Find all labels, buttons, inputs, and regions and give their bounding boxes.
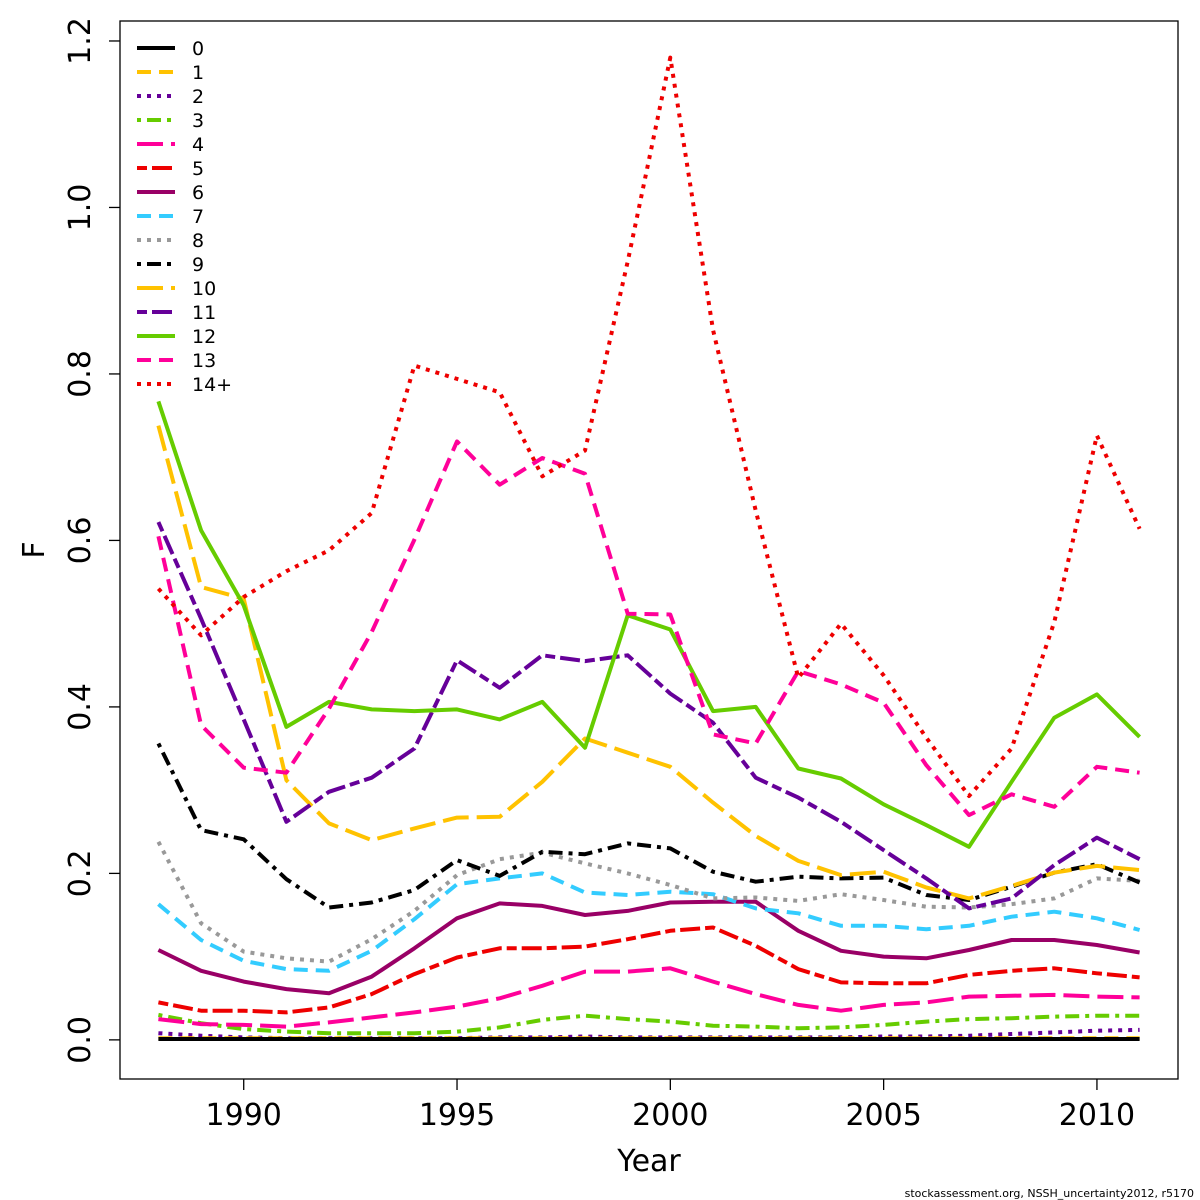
legend-label: 4 — [192, 134, 204, 156]
legend-label: 1 — [192, 62, 204, 84]
series-line-3 — [158, 1012, 1140, 1036]
y-tick-label: 0.2 — [63, 850, 98, 898]
x-tick-label: 2005 — [845, 1098, 921, 1133]
y-tick-label: 1.2 — [63, 17, 98, 65]
series-line-5 — [158, 925, 1140, 1015]
series-line-14plus — [156, 55, 1142, 798]
legend-label: 14+ — [192, 374, 232, 396]
series-line-12 — [156, 400, 1142, 849]
series-line-4 — [158, 966, 1140, 1029]
x-tick-label: 1995 — [419, 1098, 495, 1133]
legend-label: 5 — [192, 158, 204, 180]
x-tick-label: 2010 — [1059, 1098, 1135, 1133]
series-line-9 — [156, 742, 1141, 910]
series-line-7 — [157, 871, 1141, 973]
legend-label: 3 — [192, 110, 204, 132]
y-tick-label: 0.8 — [63, 350, 98, 398]
legend-label: 7 — [192, 206, 204, 228]
legend-label: 0 — [192, 38, 204, 60]
series-line-13 — [156, 439, 1140, 818]
x-tick-label: 1990 — [206, 1098, 282, 1133]
y-tick-label: 0.6 — [63, 517, 98, 565]
y-axis-title: F — [17, 541, 52, 558]
y-tick-label: 0.0 — [63, 1016, 98, 1064]
x-axis: 1990 1995 2000 2005 2010 — [206, 1079, 1135, 1133]
legend-label: 11 — [192, 302, 216, 324]
legend-label: 13 — [192, 350, 216, 372]
series-line-6 — [157, 899, 1140, 996]
series-line-8 — [156, 840, 1140, 964]
legend-label: 12 — [192, 326, 216, 348]
legend-label: 10 — [192, 278, 216, 300]
series-layer — [156, 55, 1142, 1041]
legend-label: 8 — [192, 230, 204, 252]
legend-label: 9 — [192, 254, 204, 276]
series-line-10 — [156, 425, 1140, 901]
y-tick-label: 0.4 — [63, 683, 98, 731]
y-tick-label: 1.0 — [63, 184, 98, 232]
y-axis: 0.0 0.2 0.4 0.6 0.8 1.0 1.2 — [63, 17, 120, 1064]
legend-label: 6 — [192, 182, 204, 204]
x-axis-title: Year — [616, 1144, 681, 1179]
x-tick-label: 2000 — [632, 1098, 708, 1133]
legend-label: 2 — [192, 86, 204, 108]
plot-frame — [119, 20, 1179, 1080]
credit-text: stockassessment.org, NSSH_uncertainty201… — [905, 1187, 1194, 1200]
series-line-11 — [156, 521, 1141, 911]
